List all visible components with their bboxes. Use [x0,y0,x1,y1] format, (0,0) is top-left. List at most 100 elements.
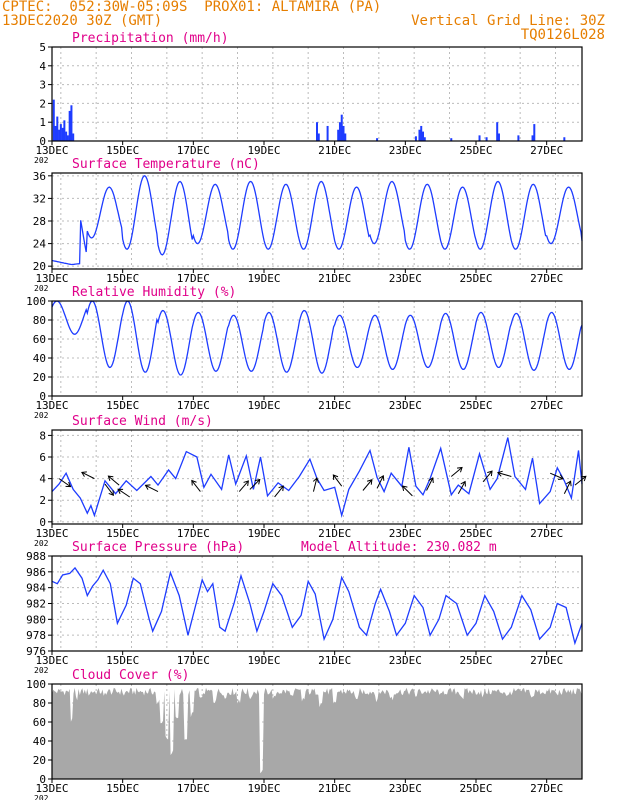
y-tick-label: 100 [26,295,46,308]
x-tick-label: 27DEC [530,144,563,157]
x-tick-label: 23DEC [389,144,422,157]
y-tick-label: 0 [39,516,46,529]
y-tick-label: 986 [26,566,46,579]
y-tick-label: 982 [26,598,46,611]
y-tick-label: 6 [39,451,46,464]
precip-bar [485,137,488,141]
x-tick-label: 27DEC [530,782,563,795]
x-tick-label: 25DEC [459,144,492,157]
y-tick-label: 32 [33,192,46,205]
precip-bar [61,127,64,141]
wind-vector-head [108,490,114,496]
station-header: CPTEC: 052:30W-05:09S PROX01: ALTAMIRA (… [2,0,382,15]
wind-vector [58,478,71,488]
wind-title: Surface Wind (m/s) [72,414,213,429]
wind-vector [550,472,564,480]
wind-vector-head [65,481,72,488]
wind-vector [332,474,343,487]
wind-vector-head [558,474,564,481]
pres-frame [51,555,583,652]
y-tick-label: 978 [26,629,46,642]
precip-bar [517,135,520,141]
precip-bar [414,136,417,141]
wind-vector [104,483,114,496]
y-tick-label: 28 [33,215,46,228]
y-tick-label: 976 [26,645,46,658]
y-tick-label: 0 [39,135,46,148]
wind-vector-head [428,477,434,484]
precip-title: Precipitation (mm/h) [72,31,229,46]
wind-vector [426,477,434,491]
wind-vector [376,475,384,489]
x-tick-label: 21DEC [318,272,351,285]
precip-bar [496,122,499,141]
wind-vector-head [117,488,124,494]
y-tick-label: 36 [33,170,46,183]
precip-bar [497,133,500,141]
x-tick-label: 23DEC [389,527,422,540]
wind-vector-head [278,485,284,492]
precip-bar [344,133,347,141]
y-tick-label: 0 [39,390,46,403]
wind-series-line [51,437,583,518]
precip-bar [63,120,66,141]
precip-bar [563,137,566,141]
cloud-panel: 0 20 40 60 80 100 13DEC 15DEC 17DEC 19DEC 21DEC 23D… [26,668,583,800]
x-tick-label: 17DEC [177,272,210,285]
precip-bar [56,116,59,141]
wind-vector [574,475,587,486]
x-tick-label: 23DEC [389,399,422,412]
x-tick-label: 15DEC [106,144,139,157]
x-tick-label: 13DEC [35,782,68,795]
x-tick-label: 25DEC [459,654,492,667]
y-tick-label: 984 [26,582,46,595]
y-tick-label: 4 [39,60,46,73]
precip-bar [418,129,421,141]
x-tick-label: 17DEC [177,399,210,412]
year-label: 202 [34,284,49,293]
wind-vector [362,479,373,491]
y-tick-label: 80 [33,314,46,327]
y-tick-label: 40 [33,352,46,365]
wind-vector [312,477,318,492]
pres-title: Surface Pressure (hPa) [72,540,244,555]
wind-vector [249,479,261,490]
wind-vector-head [312,477,319,483]
x-tick-label: 17DEC [177,654,210,667]
x-tick-label: 15DEC [106,399,139,412]
x-tick-label: 19DEC [247,144,280,157]
precip-bar [68,110,71,141]
y-tick-label: 0 [39,773,46,786]
pres-series-line [51,566,583,646]
model-altitude: Model Altitude: 230.082 m [301,540,497,555]
precip-bar [376,138,379,141]
rh-series-line [51,300,583,376]
x-tick-label: 23DEC [389,272,422,285]
wind-vector-head [107,475,114,482]
wind-frame [51,429,583,525]
wind-vector [457,481,466,494]
rh-frame [51,300,583,397]
wind-vector-head [144,484,151,490]
precip-bar [52,99,55,141]
wind-vector-head [191,479,197,486]
y-tick-label: 5 [39,41,46,54]
wind-vector-head [566,480,572,487]
x-tick-label: 19DEC [247,654,280,667]
precip-bar [338,122,341,141]
x-tick-label: 27DEC [530,527,563,540]
precip-bar [531,135,534,141]
x-tick-label: 25DEC [459,399,492,412]
x-tick-label: 13DEC [35,399,68,412]
y-tick-label: 24 [33,238,47,251]
year-label: 202 [34,411,49,420]
precip-bar [533,124,536,141]
wind-vector [81,471,95,480]
precip-bar [423,137,426,141]
precip-bar [342,125,345,141]
precip-bar [422,131,424,141]
precip-bar [316,122,318,141]
wind-vector [402,485,413,497]
model-code: TQ0126L028 [520,27,605,43]
